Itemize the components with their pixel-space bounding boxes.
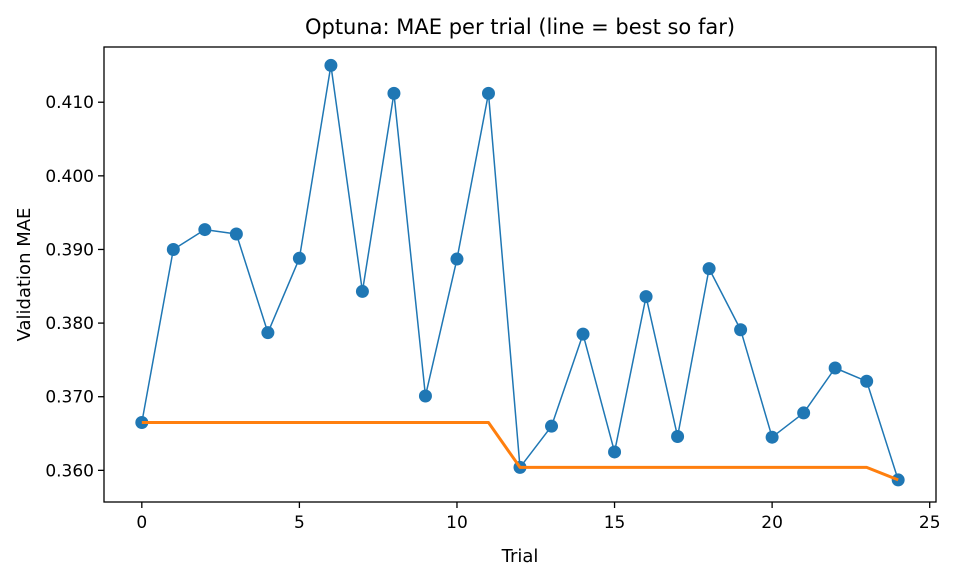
data-point-trial-17 (671, 429, 685, 443)
data-point-trial-1 (166, 242, 180, 256)
data-point-trial-14 (576, 327, 590, 341)
series-line-1 (141, 420, 899, 482)
y-tick-label: 0.390 (45, 240, 94, 260)
data-point-trial-3 (229, 227, 243, 241)
y-tick-label: 0.380 (45, 314, 94, 334)
x-tick-label: 25 (919, 513, 941, 533)
data-point-trial-9 (418, 389, 432, 403)
data-point-trial-19 (734, 323, 748, 337)
data-point-trial-20 (765, 430, 779, 444)
x-tick-label: 5 (294, 513, 305, 533)
data-point-trial-21 (797, 406, 811, 420)
data-point-trial-22 (828, 361, 842, 375)
data-point-trial-23 (860, 374, 874, 388)
data-point-trial-13 (545, 419, 559, 433)
y-tick-label: 0.400 (45, 167, 94, 187)
data-point-trial-5 (292, 251, 306, 265)
data-point-trial-16 (639, 290, 653, 304)
y-ticks: 0.360 0.370 0.380 0.390 0.400 0.410 (45, 93, 104, 481)
data-point-trial-4 (261, 326, 275, 340)
y-tick-label: 0.360 (45, 461, 94, 481)
x-tick-label: 15 (604, 513, 626, 533)
series-layer (135, 58, 905, 487)
data-point-trial-10 (450, 252, 464, 266)
y-axis-label: Validation MAE (14, 208, 35, 342)
data-point-trial-8 (387, 86, 401, 100)
y-tick-label: 0.410 (45, 93, 94, 113)
x-tick-label: 10 (446, 513, 468, 533)
data-point-trial-18 (702, 262, 716, 276)
data-point-trial-7 (355, 284, 369, 298)
data-point-trial-15 (608, 445, 622, 459)
data-point-trial-2 (198, 223, 212, 237)
plot-area-frame (103, 46, 937, 503)
x-tick-label: 20 (761, 513, 783, 533)
data-point-trial-6 (324, 58, 338, 72)
x-axis-label: Trial (501, 546, 539, 567)
x-tick-label: 0 (136, 513, 147, 533)
chart-title: Optuna: MAE per trial (line = best so fa… (305, 15, 735, 39)
x-ticks: 0 5 10 15 20 25 (136, 502, 941, 533)
y-tick-label: 0.370 (45, 388, 94, 408)
data-point-trial-11 (481, 86, 495, 100)
